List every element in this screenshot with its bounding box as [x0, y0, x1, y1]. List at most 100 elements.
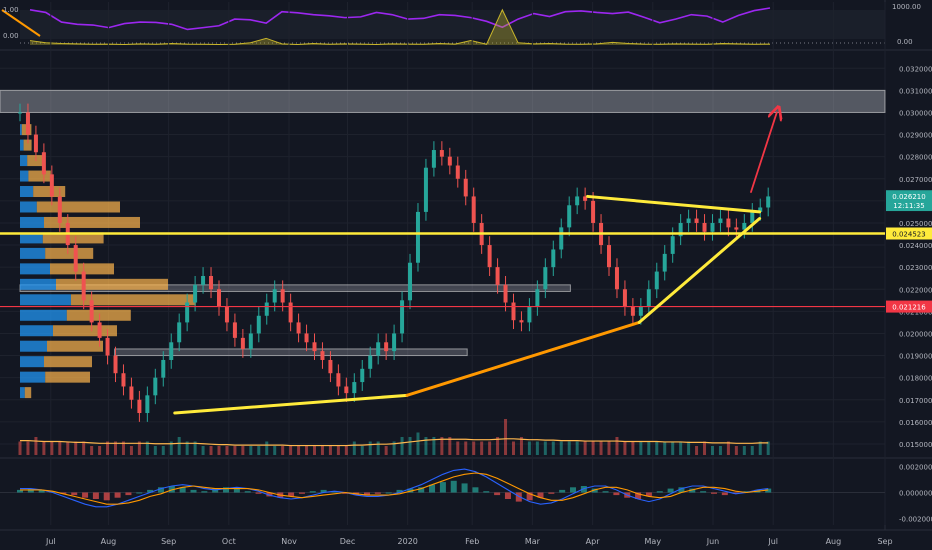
candle-body: [718, 218, 723, 223]
macd-histogram-bar: [60, 492, 67, 494]
macd-histogram-bar: [342, 492, 349, 494]
volume-bar: [98, 446, 102, 455]
volume-bar: [440, 437, 444, 455]
candle-body: [193, 284, 198, 303]
candle-body: [121, 373, 126, 387]
volume-profile-bar: [47, 340, 103, 352]
volume-profile-bar: [66, 309, 131, 321]
candle-body: [320, 351, 325, 360]
volume-profile-bar: [28, 170, 51, 182]
volume-bar: [456, 441, 460, 455]
candle-body: [360, 368, 365, 383]
macd-histogram-bar: [461, 483, 468, 493]
macd-histogram-bar: [27, 488, 34, 493]
volume-bar: [758, 441, 762, 455]
macd-histogram-bar: [82, 492, 89, 498]
volume-bar: [511, 441, 515, 455]
macd-histogram-bar: [114, 492, 121, 498]
volume-profile-bar: [20, 371, 46, 383]
macd-histogram-bar: [429, 484, 436, 493]
time-tick-label: Jul: [767, 537, 778, 546]
volume-bar: [360, 446, 364, 455]
price-tick-label: 0.029000: [899, 132, 932, 140]
volume-profile-bar: [20, 309, 67, 321]
macd-histogram-bar: [136, 492, 143, 494]
candle-body: [415, 211, 420, 263]
price-tick-label: 0.032000: [899, 65, 932, 73]
macd-histogram-bar: [266, 492, 273, 497]
oscillator-trendline: [1, 9, 41, 37]
macd-histogram-bar: [613, 492, 620, 496]
candle-body: [232, 322, 237, 338]
macd-histogram-bar: [678, 487, 685, 493]
macd-histogram-bar: [418, 487, 425, 493]
volume-profile-bar: [20, 340, 47, 352]
volume-bar: [161, 446, 165, 455]
volume-bar: [209, 446, 213, 455]
macd-histogram-bar: [407, 488, 414, 493]
candle-body: [726, 218, 731, 228]
volume-bar: [42, 441, 46, 455]
candle-body: [766, 196, 771, 208]
macd-line: [20, 468, 769, 508]
candle-body: [527, 306, 532, 323]
volume-bar: [408, 437, 412, 455]
macd-histogram-bar: [374, 492, 381, 494]
time-tick-label: Sep: [877, 537, 892, 546]
macd-histogram-bar: [591, 488, 598, 493]
volume-bar: [225, 446, 229, 455]
volume-bar: [177, 437, 181, 455]
macd-histogram-bar: [700, 491, 707, 493]
candle-body: [97, 322, 102, 338]
volume-bar: [448, 437, 452, 455]
price-tick-label: 0.020000: [899, 330, 932, 338]
macd-histogram-bar: [233, 488, 240, 493]
volume-bar: [488, 441, 492, 455]
volume-bar: [320, 446, 324, 455]
volume-bar: [655, 441, 659, 455]
volume-bar: [34, 437, 38, 455]
candle-body: [431, 150, 436, 168]
macd-histogram-bar: [255, 492, 262, 494]
volume-bar: [185, 441, 189, 455]
candle-body: [392, 333, 397, 352]
macd-histogram-bar: [689, 488, 696, 493]
macd-histogram-bar: [309, 491, 316, 493]
candle-body: [455, 165, 460, 179]
volume-bar: [464, 441, 468, 455]
macd-histogram-bar: [49, 491, 56, 493]
volume-bar: [750, 446, 754, 455]
volume-bar: [631, 441, 635, 455]
volume-profile-bar: [42, 232, 104, 244]
price-tag-label: 0.026210: [892, 193, 925, 201]
volume-profile-bar: [20, 294, 71, 306]
volume-bar: [496, 437, 500, 455]
candle-body: [702, 222, 707, 232]
volume-profile-bar: [20, 278, 56, 290]
candle-body: [400, 300, 405, 334]
time-tick-label: Nov: [281, 537, 297, 546]
volume-profile-bar: [27, 155, 44, 167]
candle-body: [145, 395, 150, 414]
candle-body: [591, 200, 596, 223]
candle-body: [535, 289, 540, 307]
volume-ma-line: [20, 438, 769, 447]
volume-bar: [480, 441, 484, 455]
candle-body: [678, 222, 683, 237]
candle-body: [256, 315, 261, 334]
volume-bar: [305, 446, 309, 455]
candle-body: [551, 249, 556, 268]
price-tag: [886, 227, 932, 240]
volume-profile-bar: [20, 263, 50, 275]
price-tick-label: 0.023000: [899, 264, 932, 272]
macd-histogram-bar: [147, 489, 154, 493]
oscillator-tick-label: 1000.00: [892, 3, 921, 11]
volume-bar: [647, 441, 651, 455]
candle-body: [288, 302, 293, 323]
macd-histogram-bar: [743, 491, 750, 493]
volume-profile-bar: [44, 356, 92, 368]
volume-profile-bar: [20, 356, 44, 368]
volume-bar: [551, 441, 555, 455]
volume-bar: [679, 441, 683, 455]
